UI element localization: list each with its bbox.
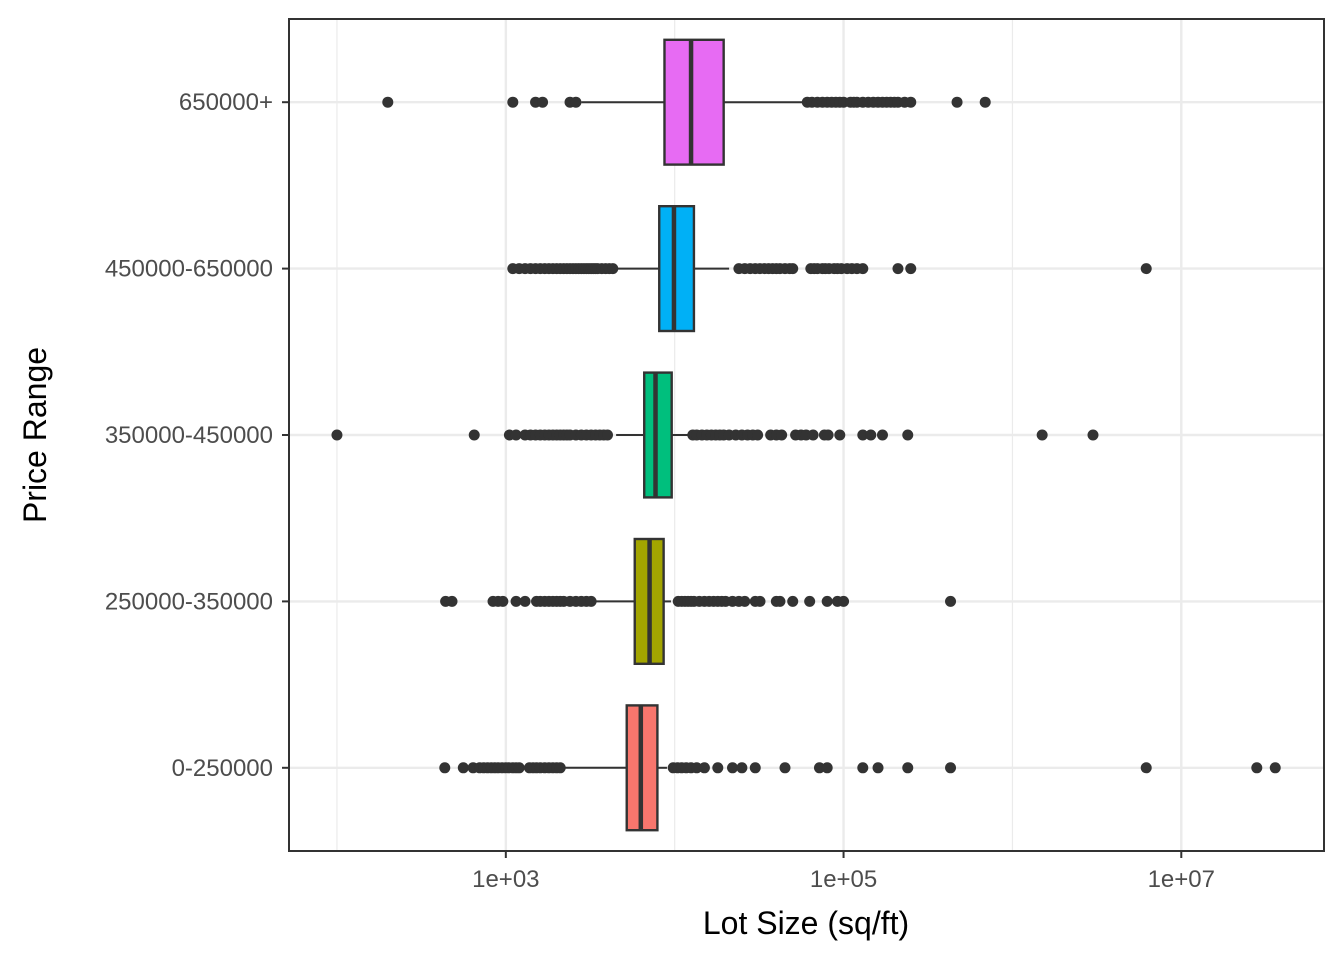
outlier-point [607, 263, 619, 275]
outlier-point [905, 96, 917, 108]
box [658, 204, 696, 333]
series-layer [331, 38, 1281, 832]
outlier-point [945, 595, 957, 607]
outlier-point [1036, 429, 1048, 441]
outlier-point [1087, 429, 1099, 441]
outlier-point [513, 762, 525, 774]
outlier-point [892, 263, 904, 275]
outlier-point [787, 263, 799, 275]
x-tick-label: 1e+07 [1148, 866, 1215, 893]
outlier-point [865, 429, 877, 441]
boxplot-250000-350000 [440, 537, 957, 666]
outlier-point [739, 595, 751, 607]
outlier-point [834, 429, 846, 441]
outlier-point [876, 429, 888, 441]
outlier-point [446, 595, 458, 607]
box [643, 371, 673, 499]
outlier-point [945, 762, 957, 774]
y-tick-label: 650000+ [179, 89, 273, 116]
outlier-point [585, 595, 597, 607]
outlier-point [821, 595, 833, 607]
outlier-point [331, 429, 343, 441]
outlier-point [519, 595, 531, 607]
outlier-point [712, 762, 724, 774]
outlier-point [779, 762, 791, 774]
outlier-point [951, 96, 963, 108]
outlier-point [497, 595, 509, 607]
outlier-point [857, 429, 869, 441]
y-axis-title: Price Range [17, 347, 53, 523]
outlier-point [752, 429, 764, 441]
outlier-point [468, 429, 480, 441]
outlier-point [570, 96, 582, 108]
outlier-point [787, 595, 799, 607]
outlier-point [857, 263, 869, 275]
outlier-point [813, 762, 825, 774]
outlier-point [439, 762, 451, 774]
boxplot-650000+ [382, 38, 991, 166]
outlier-point [537, 96, 549, 108]
outlier-point [507, 96, 519, 108]
outlier-point [510, 429, 522, 441]
y-tick-label: 250000-350000 [105, 588, 273, 615]
outlier-point [749, 762, 761, 774]
outlier-point [510, 595, 522, 607]
outlier-point [736, 762, 748, 774]
outlier-point [872, 762, 884, 774]
outlier-point [821, 762, 833, 774]
outlier-point [754, 595, 766, 607]
outlier-point [691, 762, 703, 774]
x-axis-title: Lot Size (sq/ft) [703, 905, 909, 941]
box [663, 38, 725, 166]
y-tick-label: 0-250000 [172, 755, 273, 782]
outlier-point [822, 429, 834, 441]
outlier-point [838, 595, 850, 607]
axis-layer: 1e+03 1e+05 1e+07 0-250000 250000-350000 3500… [105, 89, 1215, 893]
outlier-point [807, 429, 819, 441]
outlier-point [979, 96, 991, 108]
y-tick-label: 450000-650000 [105, 256, 273, 283]
outlier-point [857, 762, 869, 774]
boxplot-0-250000 [439, 704, 1281, 832]
outlier-point [601, 429, 613, 441]
outlier-point [1251, 762, 1263, 774]
outlier-point [776, 429, 788, 441]
boxplot-350000-450000 [331, 371, 1099, 499]
outlier-point [1269, 762, 1281, 774]
outlier-point [554, 762, 566, 774]
outlier-point [727, 762, 739, 774]
x-tick-label: 1e+05 [810, 866, 877, 893]
outlier-point [457, 762, 469, 774]
outlier-point [1140, 263, 1152, 275]
outlier-point [902, 429, 914, 441]
outlier-point [902, 762, 914, 774]
outlier-point [905, 263, 917, 275]
outlier-point [698, 762, 710, 774]
outlier-point [774, 595, 786, 607]
x-tick-label: 1e+03 [472, 866, 539, 893]
boxplot-450000-650000 [507, 204, 1152, 333]
outlier-point [1140, 762, 1152, 774]
y-tick-label: 350000-450000 [105, 422, 273, 449]
outlier-point [382, 96, 394, 108]
outlier-point [804, 595, 816, 607]
